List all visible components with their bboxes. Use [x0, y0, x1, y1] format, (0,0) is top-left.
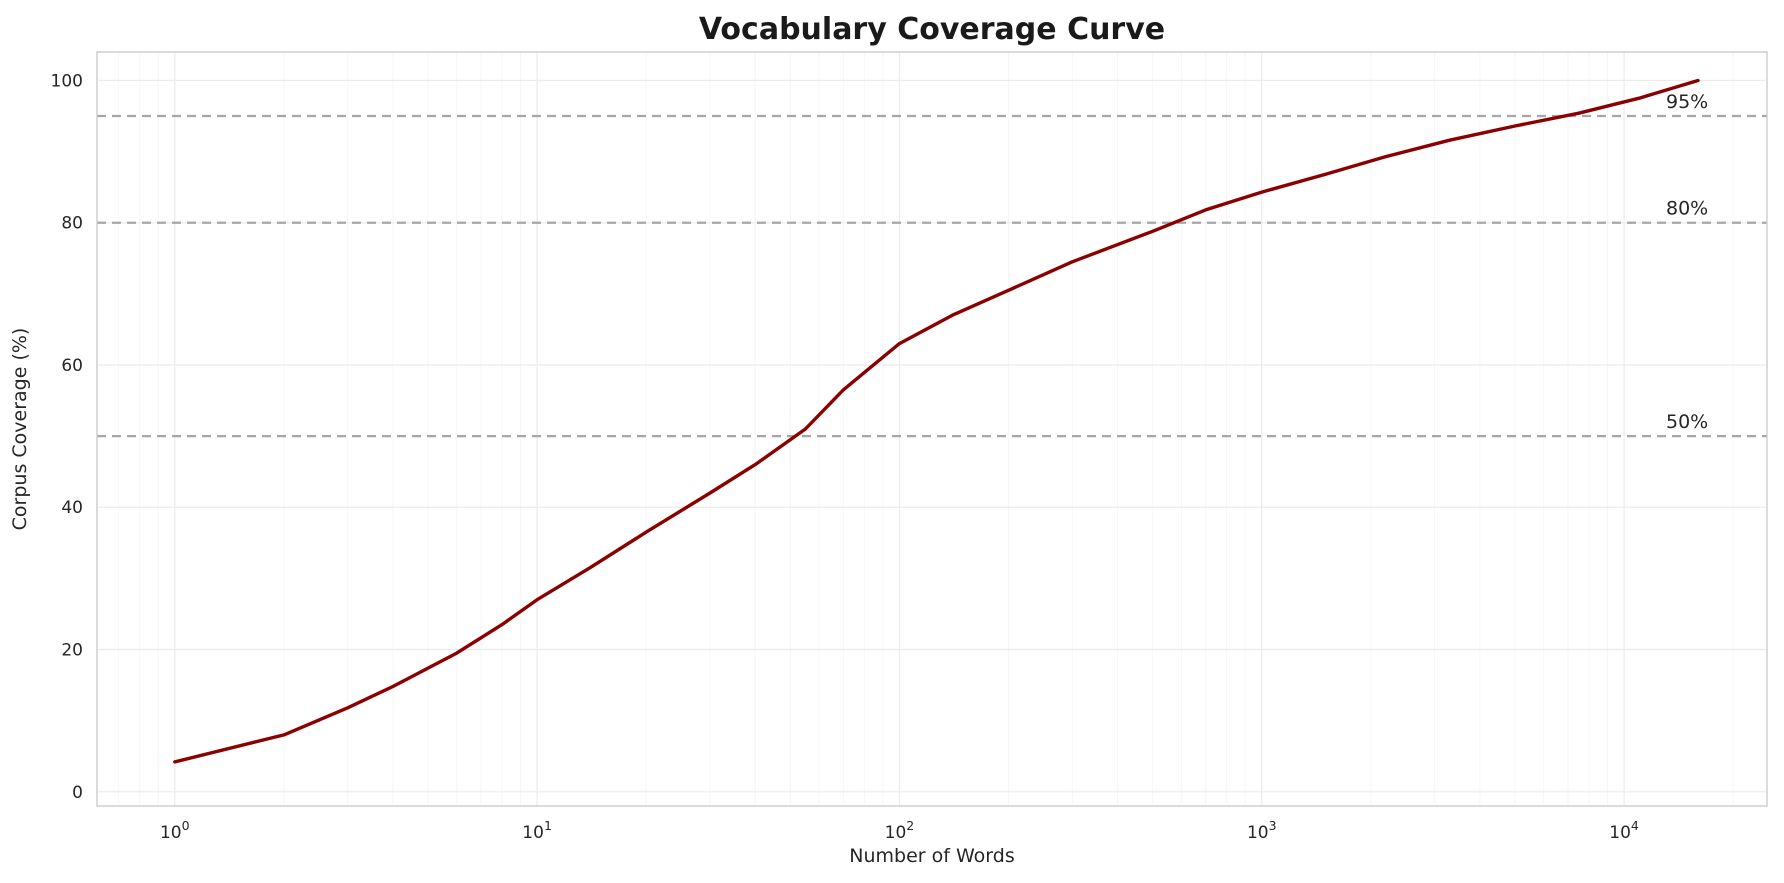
y-tick-label: 20: [61, 641, 83, 661]
y-tick-label: 0: [72, 783, 83, 803]
y-tick-label: 60: [61, 356, 83, 376]
axes-spines: [96, 51, 1768, 807]
y-axis-label: Corpus Coverage (%): [9, 328, 31, 531]
y-tick-label: 100: [51, 71, 83, 91]
plot-border: [96, 51, 1768, 807]
x-tick-label: 102: [885, 818, 915, 843]
x-tick-label: 103: [1247, 818, 1277, 843]
reference-line-label: 50%: [1666, 411, 1708, 433]
chart-title: Vocabulary Coverage Curve: [699, 12, 1165, 47]
x-tick-label: 101: [522, 818, 552, 843]
tick-labels: 0 20 40 60 80 100 100 101 102 103 104: [51, 71, 1639, 843]
reference-line-label: 95%: [1666, 91, 1708, 113]
vocabulary-coverage-line: [173, 78, 1700, 764]
reference-line-label: 80%: [1666, 198, 1708, 220]
reference-lines: [97, 114, 1767, 438]
x-tick-label: 100: [160, 818, 190, 843]
y-tick-label: 80: [61, 214, 83, 234]
coverage-curve: [173, 78, 1700, 764]
reference-line-labels: 95% 80% 50%: [1666, 91, 1708, 433]
x-axis-label: Number of Words: [849, 845, 1014, 867]
y-tick-label: 40: [61, 498, 83, 518]
x-tick-label: 104: [1609, 818, 1639, 843]
grid-minor: [118, 52, 1734, 806]
